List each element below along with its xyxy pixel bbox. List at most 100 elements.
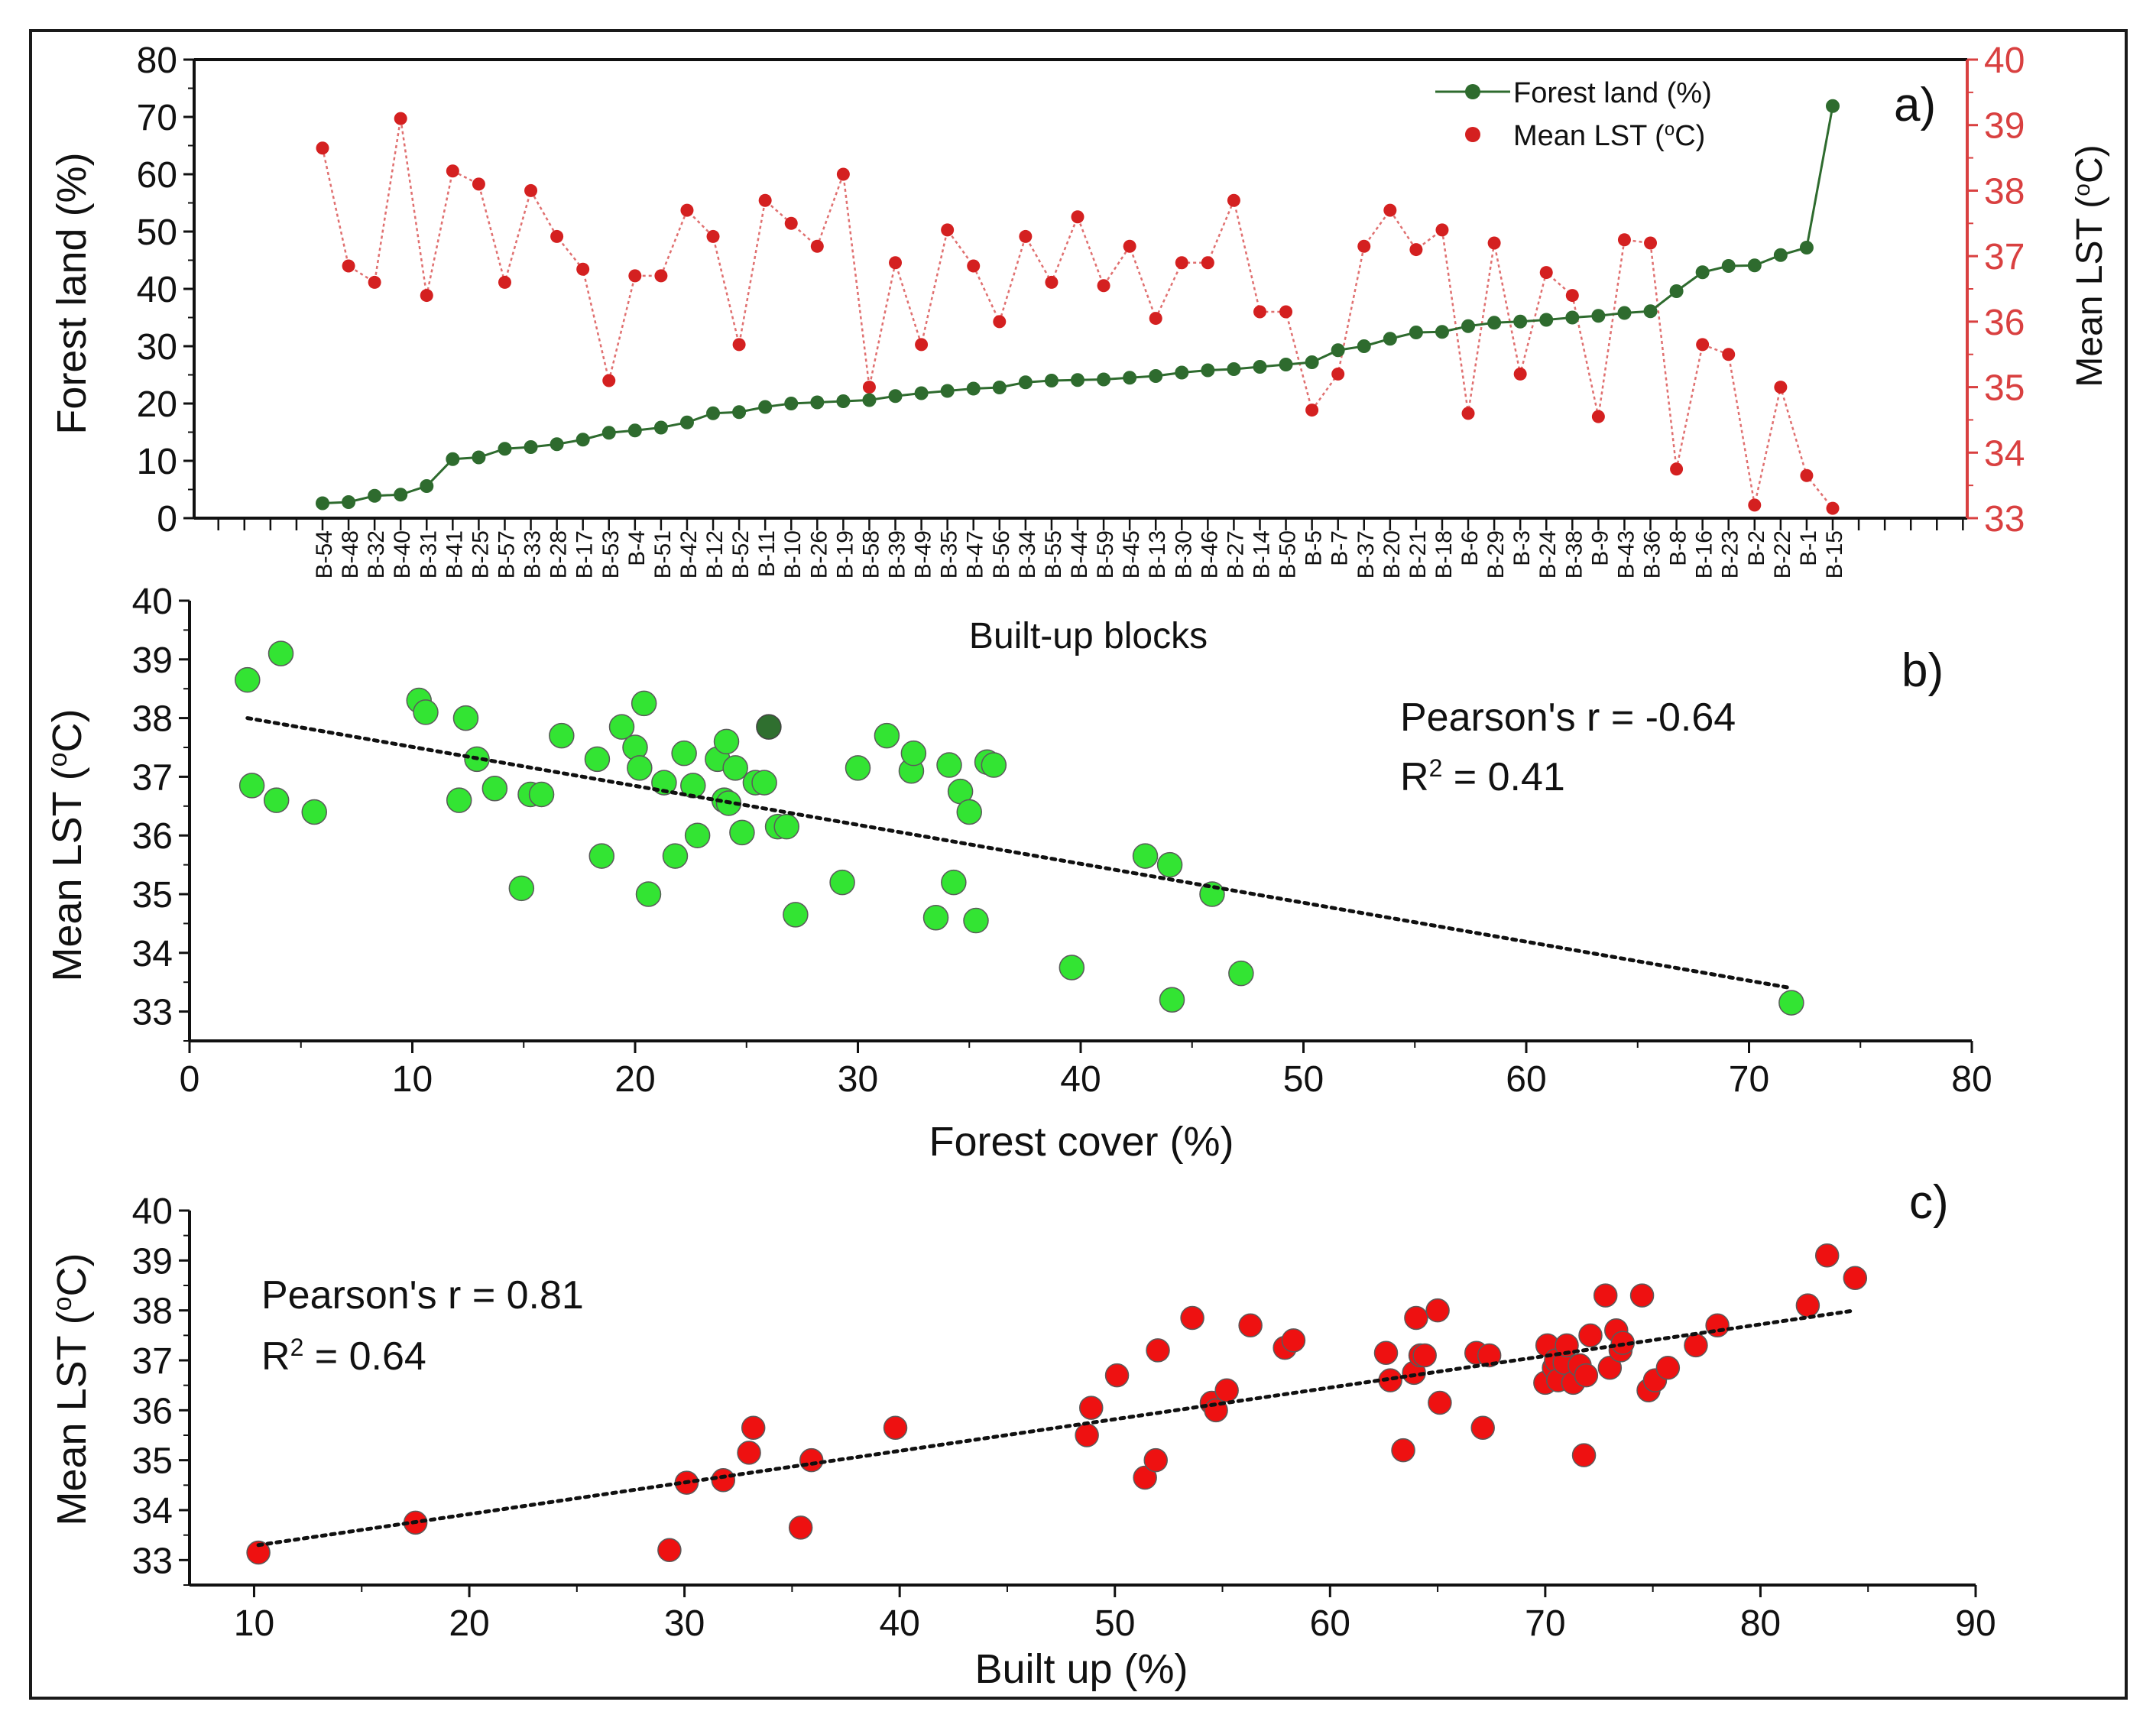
forest-point <box>1513 314 1528 329</box>
forest-cover-point <box>452 705 479 731</box>
panel-a-category-label: B-40 <box>390 530 415 579</box>
forest-point <box>1018 375 1033 390</box>
lst-point <box>1123 239 1136 253</box>
panel-b-x-tick-label: 50 <box>1283 1059 1324 1100</box>
forest-cover-point <box>900 740 927 767</box>
panel-a-y-tick-label: 20 <box>137 384 177 425</box>
lst-point <box>1748 498 1762 512</box>
lst-point <box>1539 266 1553 280</box>
panel-c-y-tick-label: 39 <box>132 1241 173 1282</box>
panel-a-category-label: B-55 <box>1041 530 1066 579</box>
lst-point <box>1071 210 1084 224</box>
forest-cover-point <box>751 770 777 796</box>
forest-point <box>966 381 981 396</box>
forest-point <box>1071 373 1084 387</box>
panel-b-highlight-point <box>756 714 782 740</box>
forest-point <box>1539 313 1554 327</box>
panel-a-y-right-tick-label: 34 <box>1984 433 2025 474</box>
forest-point <box>627 423 642 438</box>
panel-b-y-tick-label: 33 <box>132 993 173 1033</box>
forest-point <box>1175 365 1189 380</box>
lst-point <box>1227 193 1240 207</box>
panel-a-y-axis-right-title-text: Mean LST (oC) <box>2070 144 2111 387</box>
lst-point <box>941 223 955 237</box>
built-up-point <box>1143 1447 1168 1473</box>
forest-cover-point <box>874 722 900 749</box>
lst-point <box>1253 305 1266 319</box>
panel-c-pearson-r: Pearson's r = 0.81 <box>261 1273 584 1318</box>
panel-a-category-label: B-22 <box>1770 530 1795 579</box>
panel-a-category-label: B-20 <box>1380 530 1405 579</box>
forest-cover-point <box>684 822 711 848</box>
panel-b-y-axis-title-text: Mean LST (oC) <box>44 708 90 981</box>
built-up-point <box>1404 1305 1428 1331</box>
panel-b-x-tick-label: 70 <box>1729 1059 1769 1100</box>
panel-a-category-label: B-45 <box>1119 530 1144 579</box>
forest-cover-point <box>829 869 855 896</box>
panel-a-y-tick-label: 80 <box>137 41 177 81</box>
lst-point <box>993 315 1007 329</box>
panel-a-category-label: B-19 <box>832 530 858 579</box>
built-up-point <box>711 1468 736 1493</box>
built-up-point <box>1578 1323 1603 1348</box>
lst-point <box>1175 256 1188 270</box>
lst-point <box>394 112 407 125</box>
panel-b-x-tick-label: 0 <box>180 1059 200 1100</box>
built-up-point <box>1470 1415 1495 1440</box>
lst-point <box>1435 223 1449 237</box>
built-up-point <box>1428 1390 1452 1415</box>
panel-b-x-axis-title: Forest cover (%) <box>929 1119 1234 1165</box>
built-up-point <box>1238 1313 1263 1338</box>
lst-point <box>1800 468 1814 482</box>
forest-point <box>1331 343 1345 358</box>
built-up-point <box>1425 1298 1450 1323</box>
built-up-point <box>1180 1305 1204 1331</box>
panel-a-y-tick-label: 30 <box>137 327 177 368</box>
panel-a-y-axis-right-title: Mean LST (oC) <box>2070 144 2111 387</box>
panel-a-category-label: B-8 <box>1666 530 1691 566</box>
built-up-point <box>1214 1378 1239 1402</box>
panel-a-category-label: B-34 <box>1015 530 1040 579</box>
panel-c-y-tick-label: 35 <box>132 1441 173 1482</box>
lst-point <box>1644 236 1658 250</box>
forest-point <box>1227 362 1241 376</box>
forest-point <box>1409 326 1423 339</box>
panel-c-r-squared: R2 = 0.64 <box>261 1334 426 1379</box>
panel-b-trendline <box>245 716 1794 990</box>
forest-point <box>1773 248 1788 262</box>
panel-a-category-label: B-53 <box>598 530 624 579</box>
lst-point <box>628 269 642 283</box>
panel-c-x-tick-label: 10 <box>234 1603 274 1644</box>
panel-a-category-label: B-21 <box>1405 530 1431 579</box>
forest-cover-point <box>635 881 662 907</box>
forest-point <box>342 495 356 509</box>
built-up-point <box>1133 1465 1157 1490</box>
built-up-point <box>1795 1293 1820 1318</box>
forest-cover-point <box>981 752 1007 778</box>
forest-point <box>1826 99 1840 113</box>
panel-a-category-label: B-54 <box>312 530 337 579</box>
panel-a-y-right-tick-label: 39 <box>1984 106 2025 147</box>
built-up-point <box>741 1415 766 1440</box>
panel-c-x-tick-label: 90 <box>1955 1603 1996 1644</box>
lst-point <box>654 269 668 283</box>
panel-c-y-axis-title-text: Mean LST (oC) <box>48 1253 95 1525</box>
panel-a-y-tick-label: 0 <box>157 499 177 540</box>
forest-cover-point <box>446 787 472 813</box>
lst-point <box>836 167 850 181</box>
lst-point <box>1201 256 1214 270</box>
forest-point <box>601 426 616 440</box>
lst-point <box>316 141 329 155</box>
lst-point <box>1696 338 1710 352</box>
built-up-point <box>1655 1356 1681 1380</box>
panel-a-category-label: B-44 <box>1067 530 1092 579</box>
forest-cover-point <box>1059 955 1085 981</box>
panel-a-category-label: B-29 <box>1483 530 1509 579</box>
panel-a-category-label: B-23 <box>1718 530 1743 579</box>
panel-a-category-label: B-33 <box>520 530 546 579</box>
forest-cover-point <box>662 843 689 869</box>
built-up-point <box>1574 1363 1599 1388</box>
lst-point <box>706 229 720 243</box>
forest-point <box>1123 371 1137 385</box>
forest-cover-point <box>631 690 657 717</box>
